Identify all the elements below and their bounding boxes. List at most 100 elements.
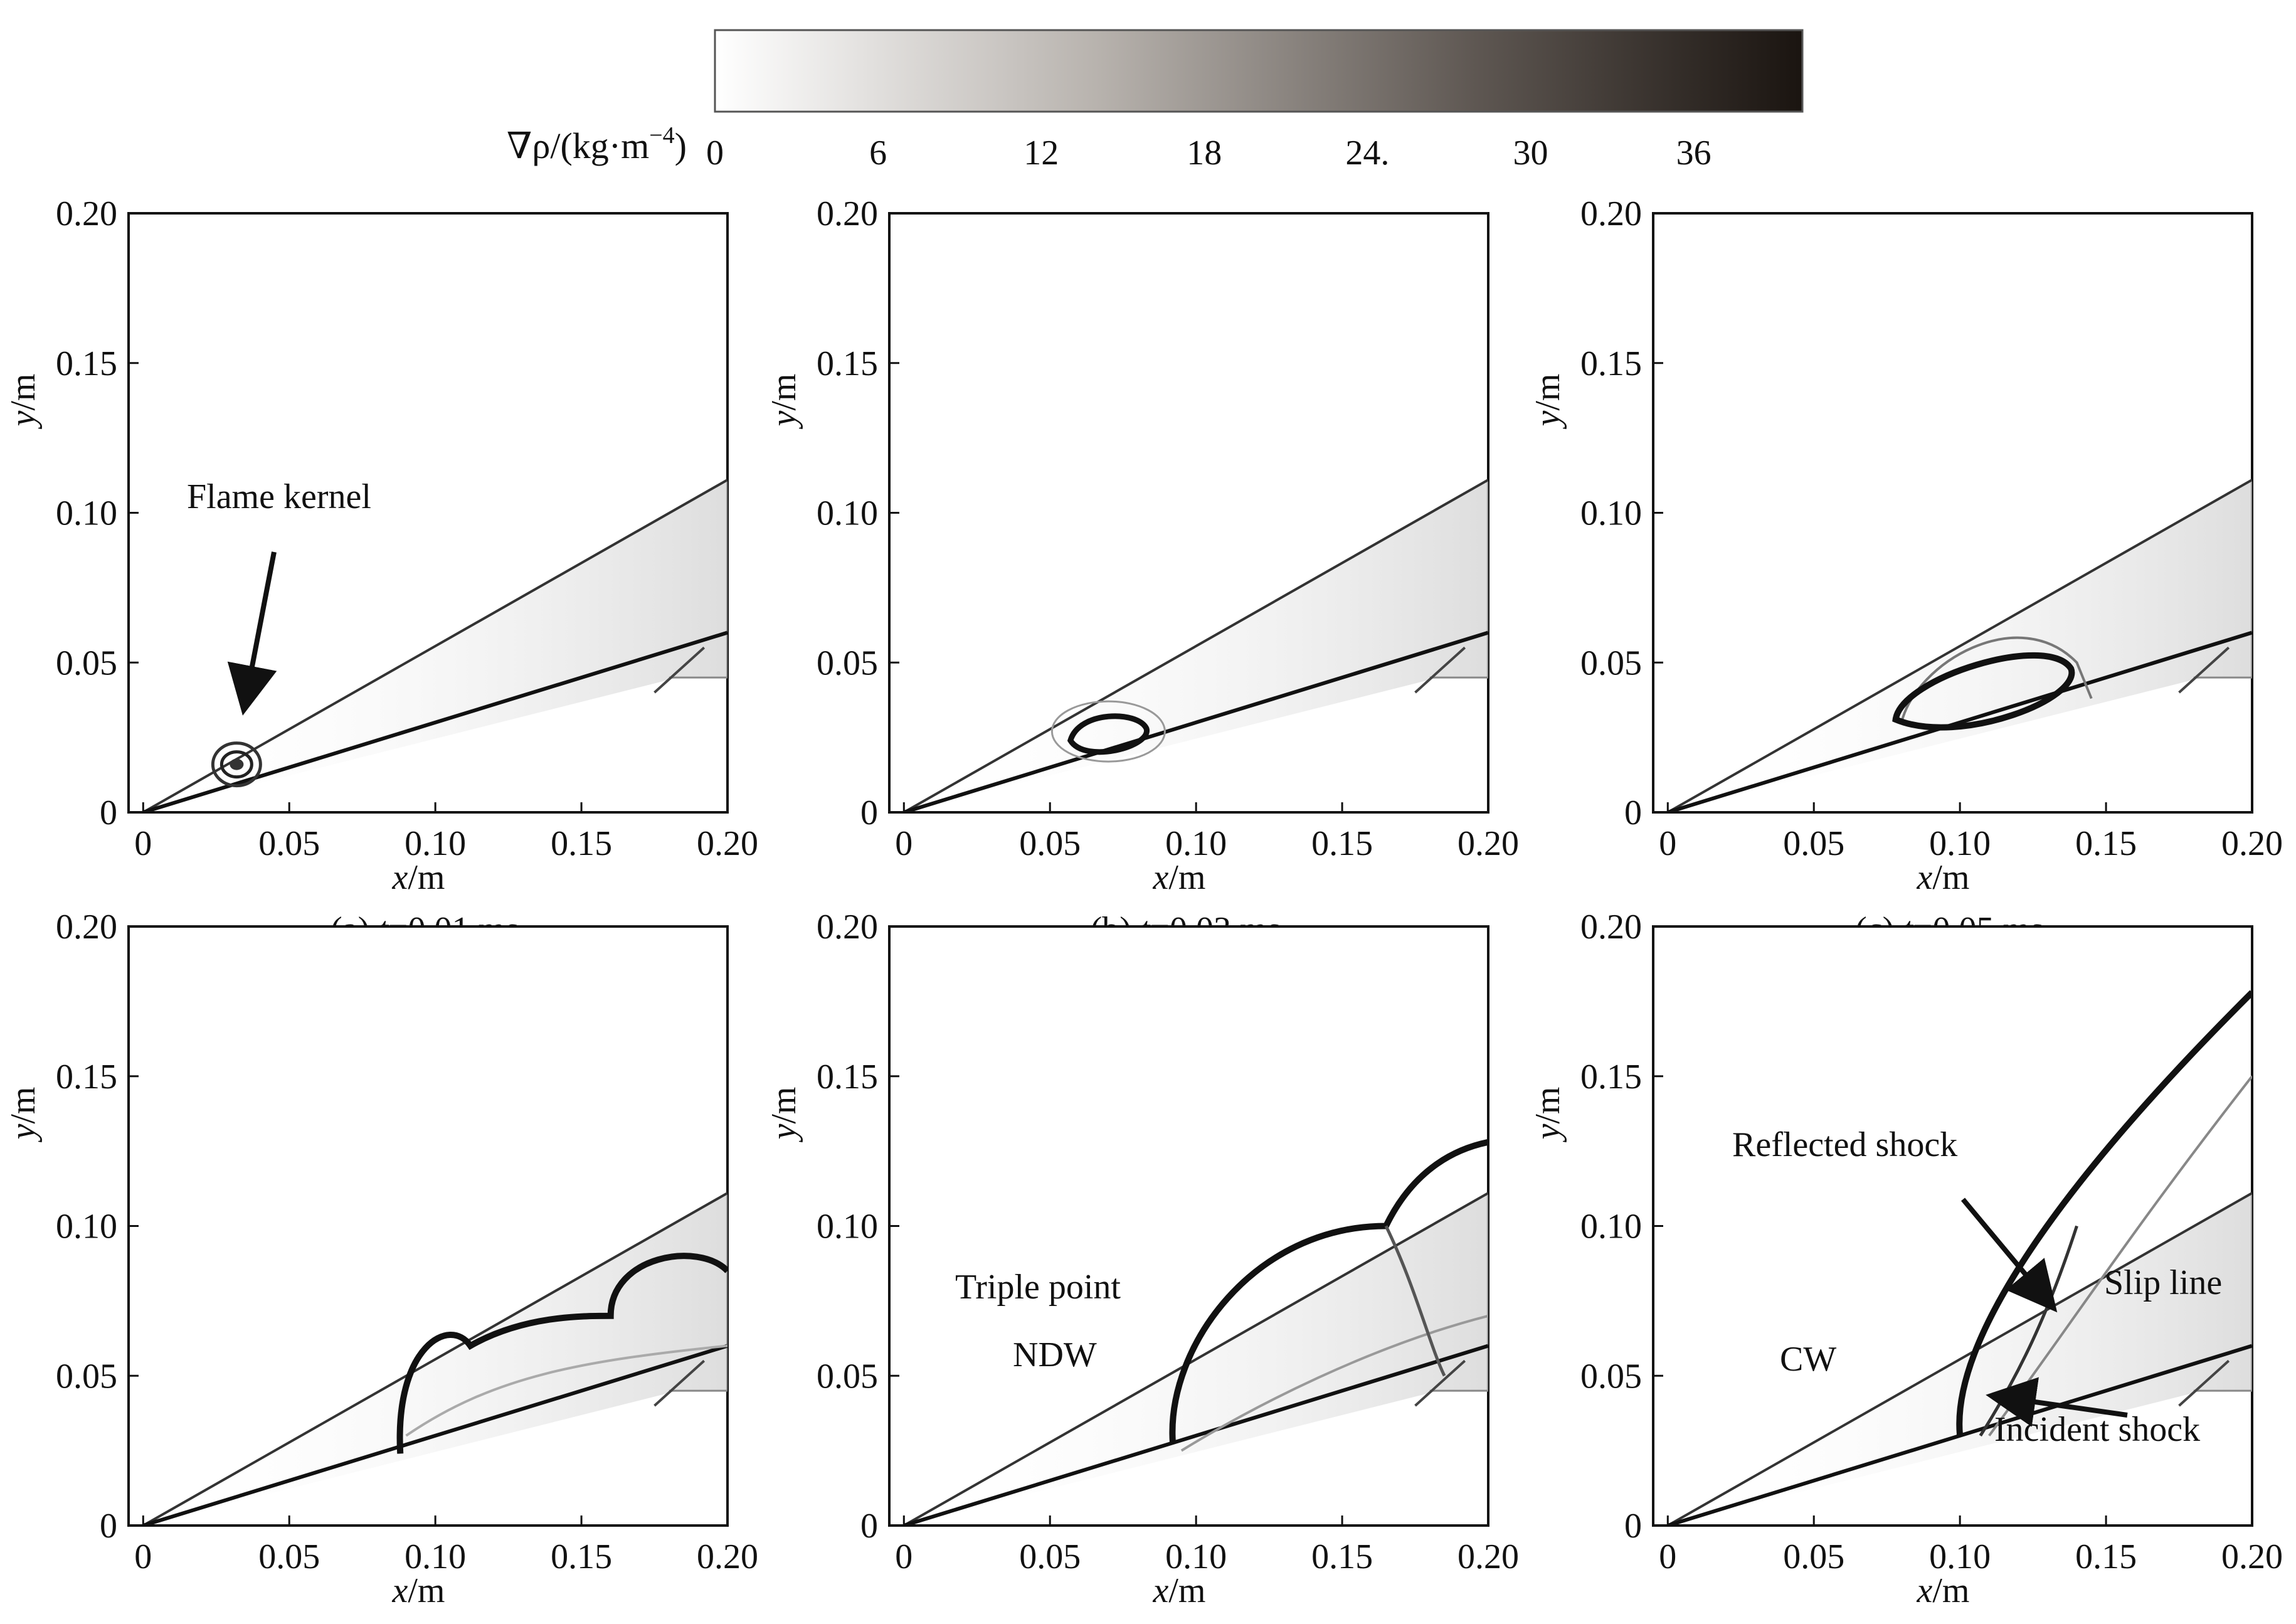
- x-tick-label: 0.15: [551, 824, 612, 863]
- wedge-surface: [903, 1344, 1488, 1526]
- detonation-front: [1956, 990, 2252, 1436]
- y-tick-label: 0.10: [817, 1207, 878, 1246]
- x-tick-label: 0.20: [2221, 824, 2283, 863]
- colorbar: ∇ρ/(kg·m−4) 0 6 12 18 24. 30 36: [507, 29, 1804, 172]
- y-axis-label-unit: /m: [4, 374, 43, 411]
- x-tick-label: 0: [134, 1537, 152, 1576]
- annotation-label: Slip line: [2104, 1263, 2222, 1302]
- wedge-corner-wave: [1414, 1359, 1466, 1407]
- y-tick-label: 0.05: [1580, 644, 1642, 682]
- flow-field: [903, 1138, 1488, 1526]
- colorbar-tick-label: 30: [1513, 134, 1548, 172]
- x-tick-label: 0.10: [1929, 1537, 1991, 1576]
- y-axis-label-var: y: [764, 1123, 803, 1142]
- y-axis-label-unit: /m: [4, 1087, 43, 1124]
- flame-front: [1067, 713, 1150, 755]
- x-axis-label: x/m: [392, 1571, 445, 1610]
- x-tick-label: 0.10: [405, 824, 466, 863]
- x-tick-label: 0.15: [2075, 1537, 2137, 1576]
- x-tick-label: 0: [134, 824, 152, 863]
- oblique-shock-line: [1667, 1192, 2252, 1526]
- y-tick-label: 0: [100, 793, 117, 832]
- y-tick-label: 0: [860, 1507, 878, 1546]
- wedge-surface: [1667, 1344, 2252, 1526]
- x-axis-label-unit: /m: [1932, 1571, 1969, 1610]
- x-axis-label: x/m: [1153, 1571, 1206, 1610]
- colorbar-ticks: 0 6 12 18 24. 30 36: [706, 134, 1711, 172]
- panel-f: 0 0.05 0.10 0.15 0.2000.050.100.150.20x/my/m…: [1528, 908, 2283, 1624]
- y-tick-label: 0.20: [1580, 194, 1642, 233]
- y-tick-label: 0.05: [817, 644, 878, 682]
- x-tick-label: 0.10: [405, 1537, 466, 1576]
- y-tick-label: 0.20: [56, 908, 117, 947]
- wedge-corner-wave: [2178, 646, 2230, 694]
- colorbar-tick-label: 0: [706, 134, 724, 172]
- y-axis-label: y/m: [4, 374, 43, 430]
- x-tick-label: 0: [895, 824, 913, 863]
- x-tick-label: 0: [1659, 1537, 1676, 1576]
- x-axis-label-unit: /m: [1168, 858, 1205, 897]
- colorbar-tick-label: 6: [869, 134, 887, 172]
- y-tick-label: 0: [1624, 1507, 1642, 1546]
- x-tick-label: 0.20: [1457, 824, 1519, 863]
- y-tick-label: 0.10: [1580, 494, 1642, 533]
- x-tick-label: 0.10: [1929, 824, 1991, 863]
- x-axis-label-unit: /m: [408, 1571, 445, 1610]
- panel-d: 0 0.05 0.10 0.15 0.2000.050.100.150.20x/my/m…: [4, 908, 758, 1624]
- colorbar-gradient: [714, 29, 1804, 113]
- x-axis-label: x/m: [1917, 1571, 1970, 1610]
- x-axis-label-var: x: [1153, 1571, 1169, 1610]
- x-axis-label: x/m: [1917, 858, 1970, 897]
- wedge-corner-wave: [2178, 1359, 2230, 1407]
- y-tick-label: 0.05: [56, 1357, 117, 1396]
- x-tick-label: 0.05: [1783, 1537, 1844, 1576]
- wedge-surface: [142, 1344, 727, 1526]
- y-axis-label-var: y: [1528, 410, 1567, 429]
- flame-kernel-ring: [211, 741, 262, 788]
- x-tick-label: 0.10: [1165, 824, 1227, 863]
- y-tick-label: 0: [100, 1507, 117, 1546]
- wedge-corner-wave: [653, 646, 706, 694]
- y-axis-label-unit: /m: [764, 374, 803, 411]
- x-tick-label: 0.20: [2221, 1537, 2283, 1576]
- y-axis-label: y/m: [1528, 374, 1567, 430]
- x-tick-label: 0.05: [1019, 824, 1081, 863]
- colorbar-label: ∇ρ/(kg·m−4): [507, 122, 687, 166]
- wedge-corner-wave: [653, 1359, 706, 1407]
- x-tick-label: 0.20: [697, 1537, 758, 1576]
- y-axis-label: y/m: [764, 1087, 803, 1143]
- oblique-shock-line: [1667, 479, 2252, 812]
- reaction-zone: [1180, 1314, 1488, 1452]
- x-axis-label: x/m: [392, 858, 445, 897]
- wedge-surface: [142, 630, 727, 812]
- y-axis-label-var: y: [764, 410, 803, 429]
- oblique-shock-line: [142, 1192, 727, 1526]
- wedge-surface: [1667, 630, 2252, 812]
- y-axis-label-var: y: [1528, 1123, 1567, 1142]
- y-axis-label: y/m: [1528, 1087, 1567, 1143]
- x-tick-label: 0.05: [258, 824, 320, 863]
- annotation-label: Flame kernel: [187, 477, 371, 516]
- y-axis-label-unit: /m: [764, 1087, 803, 1124]
- x-tick-label: 0.15: [1311, 824, 1373, 863]
- oblique-shock-line: [903, 1192, 1488, 1526]
- flow-field: [1667, 990, 2252, 1526]
- x-tick-label: 0.15: [1311, 1537, 1373, 1576]
- blast-wave: [1050, 700, 1166, 763]
- y-tick-label: 0.15: [817, 344, 878, 383]
- x-tick-label: 0.20: [1457, 1537, 1519, 1576]
- x-axis-label: x/m: [1153, 858, 1206, 897]
- y-tick-label: 0.05: [1580, 1357, 1642, 1396]
- x-axis-label-var: x: [1917, 1571, 1933, 1610]
- x-axis-label-var: x: [1153, 858, 1169, 897]
- y-tick-label: 0.20: [817, 908, 878, 947]
- annotation-label: CW: [1780, 1340, 1836, 1379]
- y-axis-label-unit: /m: [1528, 1087, 1567, 1124]
- oblique-shock-line: [903, 479, 1488, 812]
- x-tick-label: 0: [895, 1537, 913, 1576]
- annotation-arrow: [227, 551, 277, 716]
- oblique-shock-line: [142, 479, 727, 812]
- transverse-wave: [1384, 1225, 1446, 1377]
- colorbar-tick-label: 24.: [1345, 134, 1389, 172]
